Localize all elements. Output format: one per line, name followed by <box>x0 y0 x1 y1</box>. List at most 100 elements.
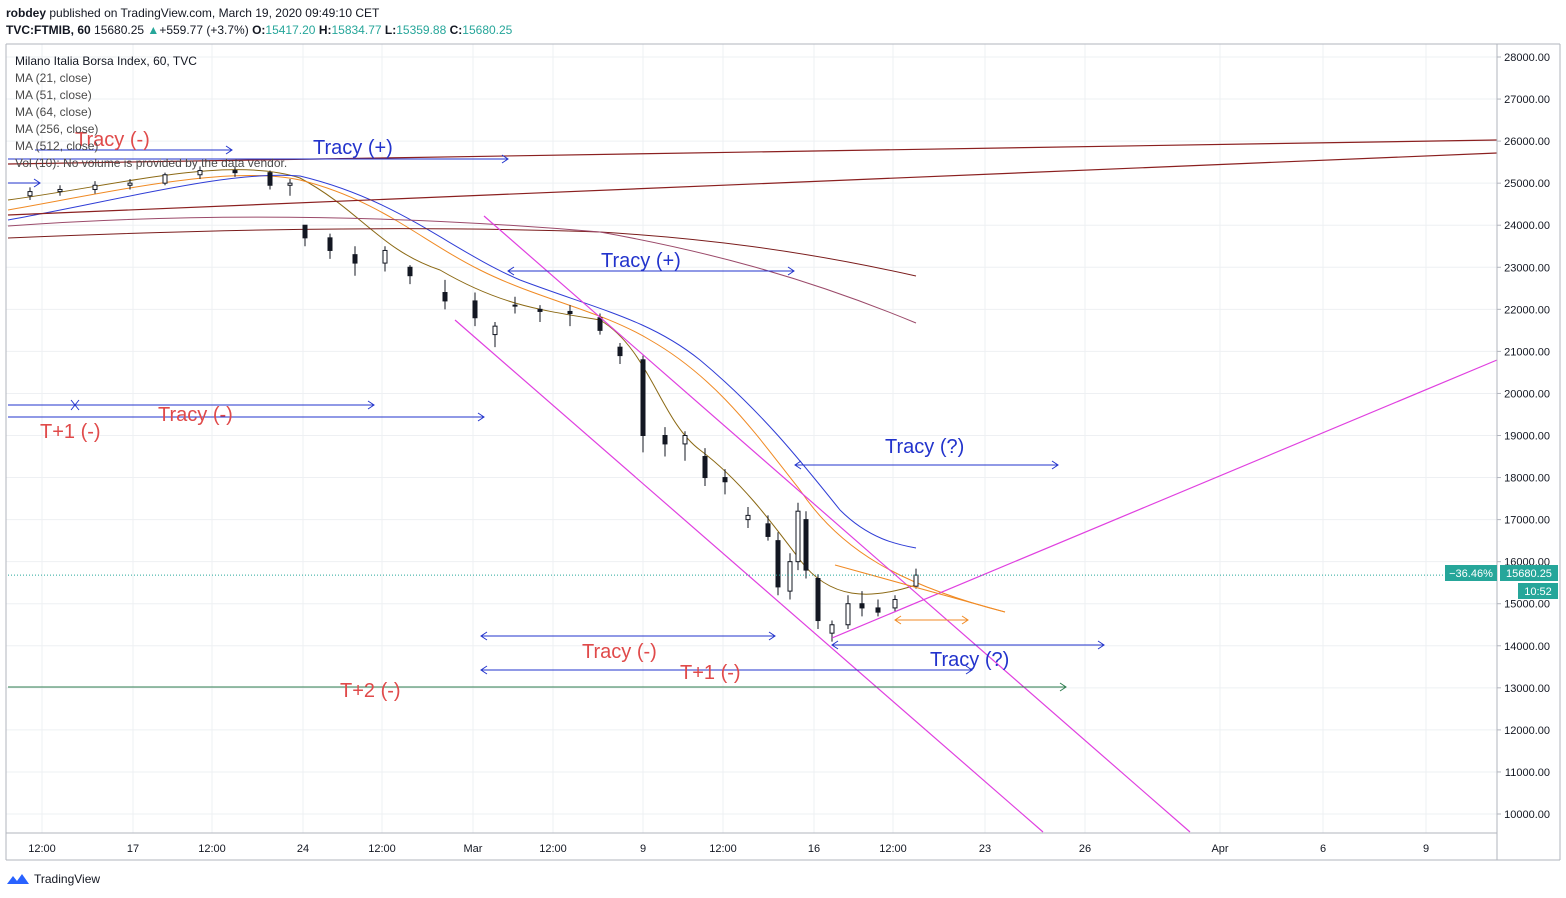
tradingview-brand[interactable]: TradingView <box>6 872 100 886</box>
candle-body <box>859 603 865 609</box>
x-tick-label: 26 <box>1079 843 1091 855</box>
candle-body <box>662 435 668 445</box>
legend-study-ma512: MA (512, close) <box>15 139 99 153</box>
high-label: H: <box>318 23 332 37</box>
candlesticks <box>27 166 919 642</box>
x-tick-label: 12:00 <box>368 843 396 855</box>
legend-study-ma51: MA (51, close) <box>15 88 92 102</box>
arrow-left-edge-head <box>33 178 41 188</box>
candle-body <box>875 607 881 613</box>
change-badge <box>1445 565 1497 581</box>
candle <box>795 502 801 571</box>
orange-arrow-tail <box>894 615 902 625</box>
y-tick-label: 20000.00 <box>1504 388 1550 400</box>
x-tick-label: 12:00 <box>198 843 226 855</box>
y-tick-label: 12000.00 <box>1504 725 1550 737</box>
arrow-tracy-q-2-head <box>1097 640 1105 650</box>
candle-body <box>27 191 33 197</box>
y-tick-label: 26000.00 <box>1504 136 1550 148</box>
change-value: +559.77 (+3.7%) <box>159 23 249 37</box>
y-tick-label: 25000.00 <box>1504 178 1550 190</box>
change-badge-text: −36.46% <box>1449 568 1493 580</box>
x-tick-label: 17 <box>127 843 139 855</box>
candle <box>57 185 63 196</box>
candle-body <box>640 359 646 436</box>
tradingview-logo-icon <box>7 874 29 884</box>
annotation-label: T+2 (-) <box>340 680 401 702</box>
y-tick-label: 13000.00 <box>1504 683 1550 695</box>
x-tick-label: 12:00 <box>879 843 907 855</box>
candle-body <box>567 310 573 315</box>
candle <box>382 246 388 272</box>
x-tick-label: Mar <box>464 843 483 855</box>
candle <box>537 305 543 322</box>
candle <box>765 515 771 541</box>
arrow-t1-minus-2-tail <box>480 665 488 675</box>
y-axis: 28000.00 27000.00 26000.00 25000.00 24000.00… <box>1497 52 1550 821</box>
candle <box>92 181 98 194</box>
last-price: 15680.25 <box>94 23 145 37</box>
candle-body <box>162 174 168 184</box>
y-tick-label: 19000.00 <box>1504 431 1550 443</box>
arrow-t1-minus-2-head <box>965 665 973 675</box>
author-name: robdey <box>6 6 47 20</box>
y-tick-label: 18000.00 <box>1504 473 1550 485</box>
candle <box>327 233 333 259</box>
candle-body <box>57 188 63 193</box>
candle-body <box>92 184 98 190</box>
candle <box>127 178 133 190</box>
candle <box>287 178 293 196</box>
candle-body <box>702 456 708 479</box>
candle-body <box>815 577 821 622</box>
candle-body <box>829 624 835 634</box>
candle <box>267 170 273 190</box>
candle <box>787 553 793 600</box>
channel-line-upper <box>483 215 1191 833</box>
open-label: O: <box>252 23 266 37</box>
arrow-tracy-minus-2-head <box>367 400 375 410</box>
annotation-label: Tracy (-) <box>158 404 233 426</box>
x-tick-label: 16 <box>808 843 820 855</box>
legend-study-ma21: MA (21, close) <box>15 71 92 85</box>
close-label: C: <box>449 23 463 37</box>
candle <box>892 595 898 613</box>
trend-line-lower <box>7 152 1498 216</box>
candle <box>352 246 358 276</box>
candle <box>512 296 518 314</box>
x-axis: 12:00 17 12:00 24 12:00 Mar 12:00 9 12:00 16 12:00… <box>28 843 1429 855</box>
close-value: 15680.25 <box>462 23 513 37</box>
candle <box>803 511 809 579</box>
candle-body <box>795 510 801 563</box>
candle <box>875 599 881 617</box>
candle <box>775 532 781 596</box>
y-tick-label: 14000.00 <box>1504 641 1550 653</box>
candle <box>640 355 646 453</box>
brand-name: TradingView <box>34 872 101 886</box>
arrow-tracy-minus-3-tail <box>480 631 488 641</box>
candle-body <box>913 574 919 587</box>
candle-body <box>765 523 771 537</box>
up-arrow-icon: ▲ <box>147 23 160 37</box>
high-value: 15834.77 <box>331 23 382 37</box>
candle-body <box>327 237 333 251</box>
orange-range-arrow <box>894 615 969 625</box>
cross-marker <box>70 399 80 411</box>
candle-body <box>745 514 751 521</box>
price-badge <box>1500 565 1558 581</box>
x-tick-label: Apr <box>1211 843 1228 855</box>
ma-line <box>7 174 917 549</box>
x-tick-label: 12:00 <box>709 843 737 855</box>
candle <box>722 469 728 495</box>
arrow-tracy-q-1-head <box>1051 460 1059 470</box>
candle-body <box>382 249 388 264</box>
y-tick-label: 10000.00 <box>1504 809 1550 821</box>
symbol-label: TVC:FTMIB, 60 <box>6 23 91 37</box>
candle-body <box>442 292 448 302</box>
candle <box>745 506 751 529</box>
x-tick-label: 6 <box>1320 843 1326 855</box>
wedge-line <box>834 564 1006 613</box>
ma-line <box>7 228 917 277</box>
candle-body <box>537 308 543 312</box>
candle-body <box>472 300 478 319</box>
